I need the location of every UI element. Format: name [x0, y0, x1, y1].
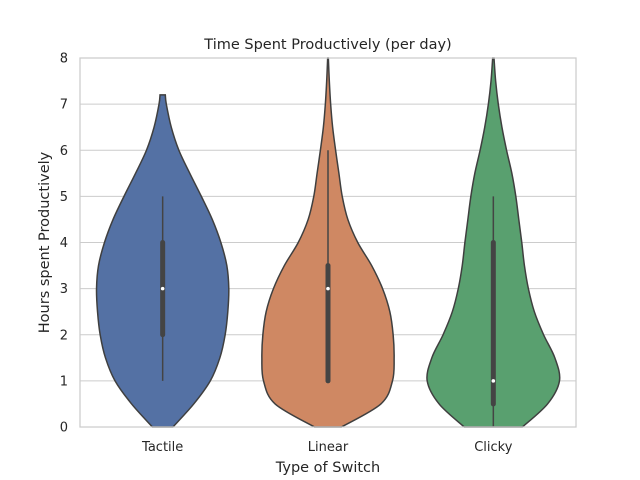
median-point-tactile	[160, 286, 165, 291]
chart-title: Time Spent Productively (per day)	[203, 37, 451, 53]
plot-frame	[79, 57, 577, 428]
x-tick-label-clicky: Clicky	[474, 440, 513, 455]
median-point-clicky	[491, 379, 496, 383]
x-tick-label-tactile: Tactile	[141, 440, 183, 455]
y-tick-label: 8	[60, 52, 68, 67]
y-axis-label: Hours spent Productively	[37, 151, 53, 333]
x-axis-label: Type of Switch	[275, 460, 380, 476]
x-tick-labels: Tactile Linear Clicky	[141, 440, 513, 455]
y-tick-label: 3	[60, 282, 68, 297]
y-tick-label: 2	[60, 328, 68, 343]
y-tick-label: 6	[60, 144, 68, 159]
y-tick-labels: 0 1 2 3 4 5 6 7 8	[60, 52, 68, 436]
violins	[95, 57, 561, 428]
y-tick-label: 5	[60, 190, 68, 205]
y-tick-label: 1	[60, 374, 68, 389]
y-tick-label: 4	[60, 236, 68, 251]
y-tick-label: 7	[60, 98, 68, 113]
y-tick-label: 0	[60, 421, 68, 436]
median-point-linear	[326, 286, 330, 291]
x-tick-label-linear: Linear	[308, 440, 349, 455]
